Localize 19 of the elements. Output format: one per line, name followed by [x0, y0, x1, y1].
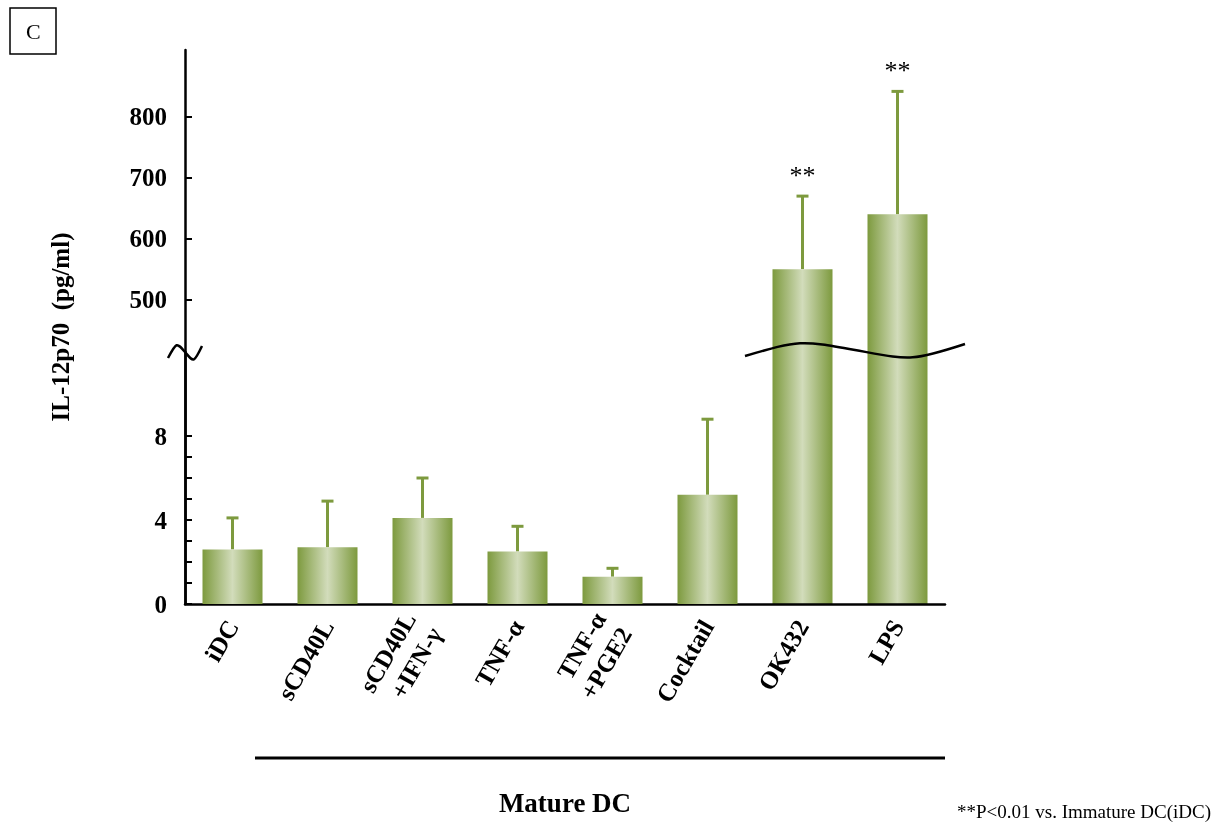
- y-tick-label: 600: [129, 225, 167, 253]
- bar: [677, 494, 738, 604]
- bar: [202, 549, 263, 604]
- annotation: **: [789, 160, 816, 190]
- y-tick-label: 700: [129, 164, 167, 192]
- bar: [297, 547, 358, 604]
- chart-title: C: [26, 18, 41, 44]
- y-axis-title: IL-12p70 (pg/ml): [47, 232, 75, 422]
- annotation: **: [884, 55, 911, 85]
- bar: [582, 576, 643, 604]
- y-tick-label: 8: [154, 422, 167, 450]
- text: **P<0.01 vs. Immature DC(iDC): [957, 801, 1212, 823]
- y-tick-label: 0: [154, 590, 167, 618]
- x-axis-title: Mature DC: [498, 787, 632, 818]
- y-tick-label: 800: [129, 103, 167, 131]
- y-tick-label: 4: [154, 506, 168, 534]
- bar: [487, 551, 548, 604]
- bar: [392, 517, 453, 604]
- y-tick-label: 500: [129, 286, 167, 314]
